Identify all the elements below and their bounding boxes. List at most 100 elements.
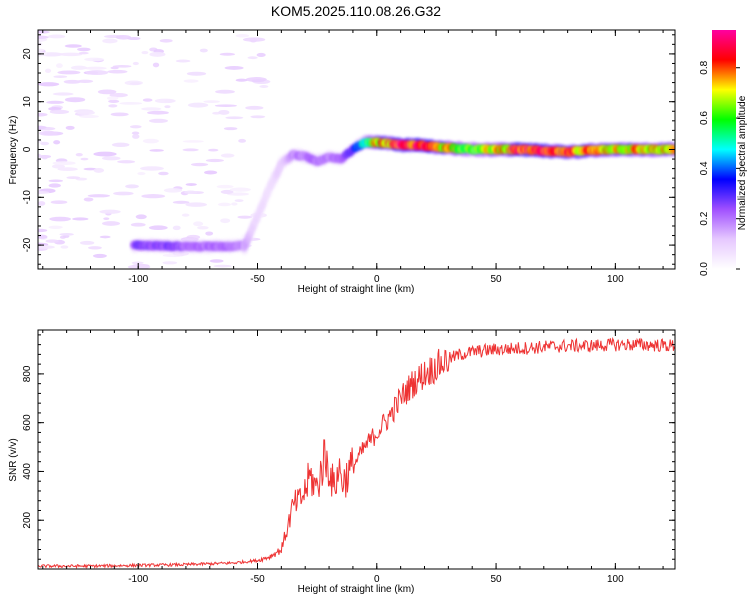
spectrogram-noise-blob [108, 104, 118, 108]
spectrogram-noise-blob [57, 70, 81, 75]
spectrogram-marks [38, 30, 675, 269]
spectrogram-noise-blob [234, 199, 244, 202]
spectrogram-y-tick-label: 20 [22, 48, 33, 60]
spectrogram-noise-blob [83, 197, 94, 202]
spectrogram-noise-blob [84, 66, 107, 70]
snr-x-tick-label: 0 [374, 574, 380, 585]
spectrogram-noise-blob [87, 194, 111, 198]
spectrogram-noise-blob [38, 245, 55, 249]
spectrogram-noise-blob [190, 162, 209, 167]
spectrogram-noise-blob [215, 89, 235, 94]
spectrogram-x-tick-label: -100 [128, 274, 148, 285]
spectrogram-noise-blob [131, 131, 140, 135]
spectrogram-noise-blob [141, 50, 149, 55]
spectrogram-noise-blob [76, 110, 95, 116]
spectrogram-noise-blob [220, 189, 234, 194]
spectrogram-noise-blob [193, 221, 204, 227]
spectrogram-noise-blob [110, 66, 119, 70]
spectrogram-noise-blob [85, 70, 109, 76]
spectrogram-noise-blob [87, 246, 102, 250]
spectrogram-noise-blob [259, 85, 269, 88]
spectrogram-noise-blob [218, 109, 230, 115]
colorbar-tick-label: 0.4 [699, 161, 710, 175]
spectrogram-noise-blob [117, 160, 136, 164]
spectrogram-noise-blob [141, 107, 162, 111]
spectrogram-noise-blob [185, 183, 197, 186]
spectrogram-noise-blob [38, 201, 46, 206]
spectrogram-noise-blob [162, 261, 178, 265]
spectrogram-noise-blob [101, 156, 121, 161]
spectrogram-noise-blob [44, 68, 52, 73]
spectrogram-noise-blob [93, 151, 117, 157]
spectrogram-noise-blob [38, 35, 49, 40]
spectrogram-noise-blob [184, 190, 198, 195]
spectrogram-noise-blob [41, 155, 48, 160]
spectrogram-noise-blob [249, 37, 257, 43]
spectrogram-trace-blob [671, 146, 675, 154]
colorbar-tick-label: 0.8 [699, 60, 710, 74]
spectrogram-noise-blob [50, 200, 68, 205]
spectrogram-noise-blob [127, 36, 141, 41]
spectrogram-noise-blob [131, 261, 144, 265]
spectrogram-noise-blob [231, 202, 238, 206]
spectrogram-noise-blob [229, 187, 251, 192]
spectrogram-noise-blob [159, 38, 173, 43]
spectrogram-noise-blob [102, 221, 121, 226]
spectrogram-noise-blob [250, 115, 266, 119]
spectrogram-noise-blob [72, 217, 89, 221]
spectrogram-noise-blob [38, 190, 50, 195]
spectrogram-noise-blob [93, 167, 105, 173]
colorbar-tick-label: 0.0 [699, 262, 710, 276]
spectrogram-noise-blob [76, 79, 94, 83]
spectrogram-noise-blob [227, 192, 250, 196]
spectrogram-noise-blob [238, 138, 247, 143]
spectrogram-y-tick-label: 10 [22, 96, 33, 108]
spectrogram-noise-blob [204, 170, 218, 175]
spectrogram-noise-blob [80, 157, 89, 161]
snr-y-label: SNR (v/v) [8, 438, 19, 481]
spectrogram-noise-blob [52, 161, 76, 166]
snr-ticks: -100 -50 0 50 100 200 400 600 800 [22, 330, 675, 585]
spectrogram-noise-blob [224, 66, 244, 70]
spectrogram-noise-blob [47, 34, 66, 39]
spectrogram-noise-blob [148, 118, 169, 123]
spectrogram-noise-blob [38, 139, 43, 143]
spectrogram-noise-blob [172, 251, 189, 256]
spectrogram-y-tick-label: -10 [22, 190, 33, 205]
spectrogram-noise-blob [154, 98, 176, 104]
spectrogram-noise-blob [141, 194, 166, 199]
spectrogram-noise-blob [130, 222, 146, 227]
spectrogram-noise-blob [97, 89, 117, 95]
spectrogram-x-tick-label: 100 [607, 274, 624, 285]
spectrogram-noise-blob [57, 167, 78, 172]
spectrogram-noise-blob [38, 30, 50, 34]
spectrogram-noise-blob [99, 235, 111, 239]
spectrogram-noise-blob [48, 183, 61, 188]
spectrogram-noise-blob [113, 191, 134, 196]
spectrogram-y-tick-label: 0 [22, 146, 33, 152]
spectrogram-noise-blob [147, 110, 169, 115]
spectrogram-noise-blob [70, 65, 88, 70]
snr-frame [37, 329, 676, 570]
spectrogram-noise-blob [163, 188, 183, 193]
spectrogram-noise-blob [158, 171, 169, 176]
spectrogram-noise-blob [129, 125, 142, 129]
spectrogram-noise-blob [48, 225, 63, 229]
spectrogram-noise-blob [102, 38, 118, 44]
spectrogram-noise-blob [152, 62, 160, 68]
spectrogram-noise-blob [108, 99, 120, 103]
spectrogram-noise-blob [185, 202, 207, 207]
snr-x-tick-label: 100 [607, 574, 624, 585]
spectrogram-noise-blob [135, 214, 147, 220]
spectrogram-noise-blob [164, 105, 171, 109]
spectrogram-noise-blob [172, 200, 190, 204]
colorbar-tick-label: 0.6 [699, 111, 710, 125]
spectrogram-noise-blob [64, 44, 82, 48]
spectrogram-noise-blob [75, 153, 83, 157]
spectrogram-noise-blob [52, 92, 74, 96]
spectrogram-noise-blob [182, 140, 204, 143]
spectrogram-noise-blob [56, 63, 63, 69]
